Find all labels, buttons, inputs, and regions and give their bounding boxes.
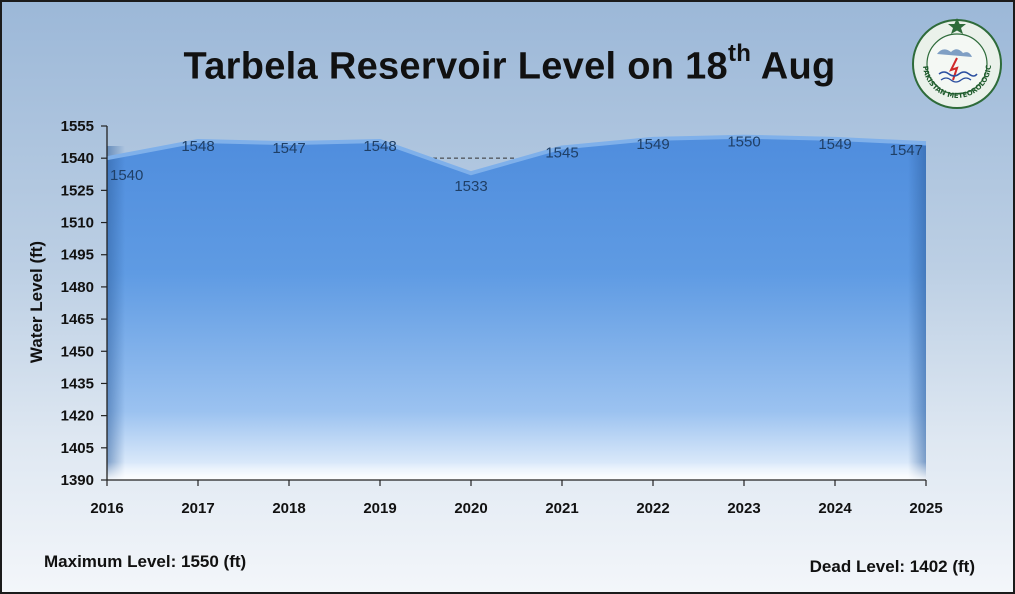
y-tick-label: 1405 [61,440,94,457]
y-tick-label: 1555 [61,118,94,135]
pmd-logo-icon: PAKISTAN METEOROLOGICAL DEPARTMENT [907,12,1002,109]
x-tick-label: 2021 [545,500,578,517]
data-label: 1547 [890,142,923,159]
data-label: 1540 [110,167,143,184]
x-tick-label: 2020 [454,500,487,517]
axes: 1390 1405 1420 1435 1450 1465 1480 1495 1510 1525… [61,118,943,517]
y-tick-label: 1390 [61,472,94,489]
maximum-level-note: Maximum Level: 1550 (ft) [44,552,247,571]
area-bevel-left [107,146,125,480]
x-tick-label: 2022 [636,500,669,517]
y-tick-label: 1540 [61,150,94,167]
data-label: 1548 [363,138,396,155]
y-tick-label: 1510 [61,215,94,232]
area-top-line [106,134,927,176]
y-tick-label: 1480 [61,279,94,296]
chart-title-tail: Aug [751,45,836,88]
data-labels: 1540 1548 1547 1548 1533 1545 1549 1550 1549 1547 [110,134,923,195]
data-label: 1550 [727,134,760,151]
y-tick-label: 1420 [61,408,94,425]
data-label: 1549 [636,136,669,153]
plot-area [106,134,927,480]
area-fill [107,136,926,480]
chart-title-superscript: th [727,40,752,67]
x-tick-label: 2024 [818,500,852,517]
y-tick-label: 1525 [61,182,94,199]
x-tick-label: 2019 [363,500,396,517]
y-tick-label: 1465 [61,311,94,328]
area-bevel-right [908,146,926,480]
y-tick-label: 1450 [61,343,94,360]
y-tick-label: 1435 [61,375,94,392]
chart-title: Tarbela Reservoir Level on 18th Aug [2,40,1013,89]
y-axis-label: Water Level (ft) [27,241,46,363]
data-label: 1549 [818,136,851,153]
x-tick-label: 2025 [909,500,942,517]
data-label: 1545 [545,144,578,161]
data-label: 1533 [454,178,487,195]
x-tick-label: 2017 [181,500,214,517]
x-tick-label: 2016 [90,500,123,517]
chart-title-main: Tarbela Reservoir Level on 18 [183,45,728,88]
data-label: 1547 [272,140,305,157]
data-label: 1548 [181,138,214,155]
area-bevel-bottom [107,462,926,480]
x-tick-label: 2023 [727,500,760,517]
x-tick-label: 2018 [272,500,305,517]
dead-level-note: Dead Level: 1402 (ft) [809,557,975,576]
y-tick-label: 1495 [61,247,94,264]
